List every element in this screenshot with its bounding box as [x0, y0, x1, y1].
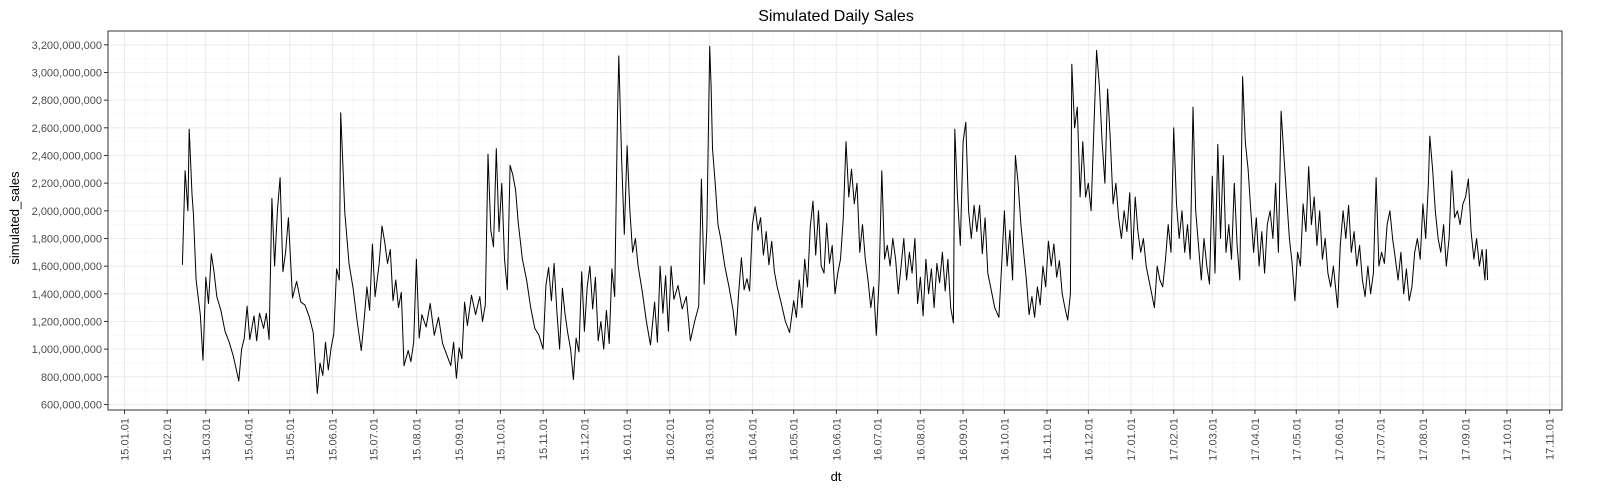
x-tick-label: 15.02.01: [162, 418, 174, 461]
x-axis: 15.01.01 15.02.01 15.03.01 15.04.01 15.05.01…: [120, 410, 1557, 461]
x-tick-label: 17.04.01: [1250, 418, 1262, 461]
x-tick-label: 15.01.01: [120, 418, 132, 461]
y-tick-label: 1,000,000,000: [32, 344, 102, 356]
plot-panel-border: [107, 30, 1563, 411]
x-tick-label: 16.12.01: [1083, 418, 1095, 461]
x-tick-label: 17.11.01: [1545, 418, 1557, 460]
x-tick-label: 16.05.01: [789, 418, 801, 461]
x-tick-label: 15.12.01: [579, 418, 591, 461]
x-tick-label: 17.03.01: [1207, 418, 1219, 461]
x-tick-label: 16.03.01: [705, 418, 717, 461]
x-tick-label: 15.10.01: [495, 418, 507, 461]
y-tick-label: 1,200,000,000: [32, 316, 102, 328]
x-axis-title: dt: [831, 469, 842, 484]
grid-lines: [108, 31, 1562, 410]
y-axis: 600,000,000 800,000,000 1,000,000,000 1,200…: [32, 40, 108, 411]
x-tick-label: 16.11.01: [1042, 418, 1054, 460]
x-tick-label: 16.01.01: [622, 418, 634, 461]
x-tick-label: 15.03.01: [201, 418, 213, 461]
y-tick-label: 3,000,000,000: [32, 67, 102, 79]
x-tick-label: 16.10.01: [999, 418, 1011, 461]
x-tick-label: 17.08.01: [1418, 418, 1430, 461]
x-tick-label: 16.02.01: [665, 418, 677, 461]
chart-title: Simulated Daily Sales: [758, 8, 914, 25]
x-tick-label: 15.04.01: [243, 418, 255, 461]
x-tick-label: 16.09.01: [958, 418, 970, 461]
series-line-1: [181, 45, 1489, 394]
x-tick-label: 17.06.01: [1334, 418, 1346, 461]
x-tick-label: 16.06.01: [831, 418, 843, 461]
x-tick-label: 16.07.01: [873, 418, 885, 461]
x-tick-label: 17.07.01: [1375, 418, 1387, 461]
x-tick-label: 17.09.01: [1461, 418, 1473, 461]
x-tick-label: 15.05.01: [285, 418, 297, 461]
x-tick-label: 15.07.01: [369, 418, 381, 461]
x-tick-label: 17.01.01: [1126, 418, 1138, 461]
y-tick-label: 1,600,000,000: [32, 261, 102, 273]
x-tick-label: 16.08.01: [915, 418, 927, 461]
y-tick-label: 800,000,000: [41, 372, 102, 384]
x-tick-label: 15.11.01: [538, 418, 550, 460]
x-tick-label: 15.08.01: [411, 418, 423, 461]
x-tick-label: 17.10.01: [1502, 418, 1514, 461]
x-tick-label: 15.09.01: [454, 418, 466, 461]
y-tick-label: 2,800,000,000: [32, 95, 102, 107]
y-tick-label: 2,200,000,000: [32, 178, 102, 190]
y-axis-title: simulated_sales: [7, 171, 22, 265]
x-tick-label: 15.06.01: [327, 418, 339, 461]
x-tick-label: 17.02.01: [1169, 418, 1181, 461]
y-tick-label: 600,000,000: [41, 399, 102, 411]
x-tick-label: 17.05.01: [1291, 418, 1303, 461]
series-layer: [181, 45, 1489, 394]
y-tick-label: 2,000,000,000: [32, 206, 102, 218]
y-tick-label: 1,400,000,000: [32, 289, 102, 301]
x-tick-label: 16.04.01: [747, 418, 759, 461]
y-tick-label: 1,800,000,000: [32, 233, 102, 245]
y-tick-label: 2,400,000,000: [32, 150, 102, 162]
y-tick-label: 2,600,000,000: [32, 123, 102, 135]
y-tick-label: 3,200,000,000: [32, 40, 102, 52]
